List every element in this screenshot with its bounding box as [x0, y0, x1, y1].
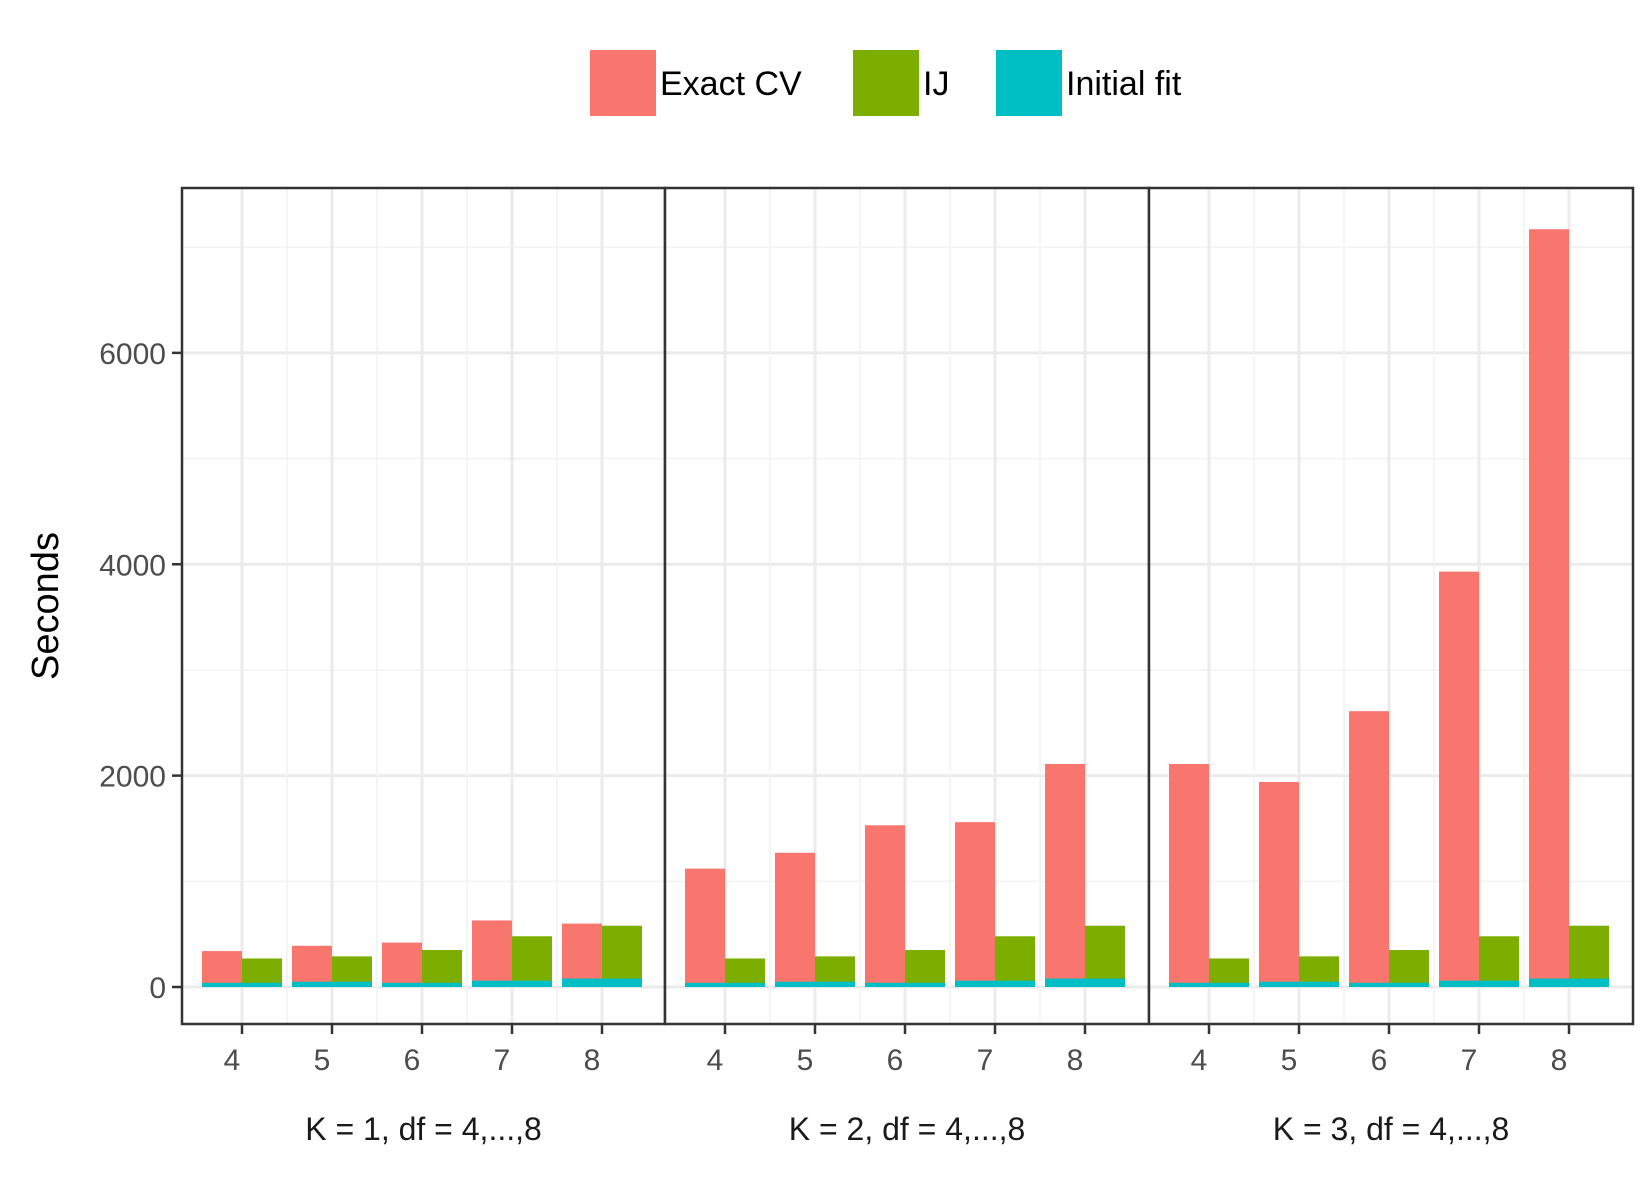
legend-key-exact-cv — [590, 50, 656, 116]
bar-ij — [1085, 925, 1125, 988]
bar-initial-fit — [512, 980, 552, 988]
bar-initial-fit — [685, 982, 725, 988]
y-tick-label: 0 — [149, 972, 166, 1005]
bar-exact-cv — [382, 942, 422, 988]
bar-initial-fit — [865, 982, 905, 988]
facet-label: K = 1, df = 4,...,8 — [305, 1111, 542, 1147]
legend-key-ij — [853, 50, 919, 116]
bar-initial-fit — [1085, 978, 1125, 988]
bar-ij — [512, 936, 552, 988]
bar-initial-fit — [1389, 982, 1429, 988]
bar-initial-fit — [1259, 981, 1299, 988]
bar-initial-fit — [1209, 982, 1249, 988]
bar-initial-fit — [202, 982, 242, 988]
panel-border — [1147, 186, 1635, 1026]
bar-initial-fit — [422, 982, 462, 988]
facet-label: K = 3, df = 4,...,8 — [1273, 1111, 1510, 1147]
bar-initial-fit — [1479, 980, 1519, 988]
legend-key-initial-fit — [996, 50, 1062, 116]
bar-ij — [905, 950, 945, 988]
bar-initial-fit — [242, 982, 282, 988]
bar-exact-cv — [1259, 781, 1299, 988]
x-tick-label: 8 — [1067, 1044, 1084, 1077]
bar-ij — [1479, 936, 1519, 988]
bar-initial-fit — [815, 981, 855, 988]
x-tick-label: 7 — [1461, 1044, 1478, 1077]
x-tick-label: 4 — [707, 1044, 724, 1077]
y-tick-label: 4000 — [99, 549, 166, 582]
bar-exact-cv — [865, 825, 905, 988]
bar-ij — [1209, 958, 1249, 988]
facet-panel-3: 4 5 6 7 8 K = 3, df = 4,...,8 — [1147, 186, 1635, 1147]
bar-ij — [1389, 950, 1429, 988]
bar-initial-fit — [725, 982, 765, 988]
y-tick-label: 2000 — [99, 761, 166, 794]
bar-exact-cv — [472, 920, 512, 988]
legend: Exact CV IJ Initial fit — [590, 50, 1182, 116]
x-tick-label: 8 — [1551, 1044, 1568, 1077]
bar-initial-fit — [905, 982, 945, 988]
bar-ij — [725, 958, 765, 988]
bar-initial-fit — [382, 982, 422, 988]
bar-exact-cv — [1529, 229, 1569, 988]
facet-panel-1: 4 5 6 7 8 K = 1, df = 4,...,8 — [180, 186, 667, 1147]
bar-exact-cv — [1045, 764, 1085, 988]
legend-label: Exact CV — [660, 65, 802, 103]
bar-initial-fit — [1569, 978, 1609, 988]
y-tick-label: 6000 — [99, 338, 166, 371]
bar-initial-fit — [1529, 978, 1569, 988]
bar-initial-fit — [995, 980, 1035, 988]
bar-exact-cv — [685, 868, 725, 988]
x-tick-label: 8 — [584, 1044, 601, 1077]
bar-ij — [242, 958, 282, 988]
legend-label: IJ — [923, 65, 949, 103]
x-tick-label: 5 — [1281, 1044, 1298, 1077]
bar-exact-cv — [1439, 571, 1479, 988]
bar-initial-fit — [602, 978, 642, 988]
bar-exact-cv — [562, 923, 602, 988]
x-tick-label: 7 — [977, 1044, 994, 1077]
bar-exact-cv — [775, 852, 815, 988]
bar-exact-cv — [202, 951, 242, 988]
bar-initial-fit — [1349, 982, 1389, 988]
bar-exact-cv — [955, 822, 995, 988]
bar-initial-fit — [775, 981, 815, 988]
x-tick-label: 6 — [1371, 1044, 1388, 1077]
x-tick-label: 6 — [404, 1044, 421, 1077]
facet-label: K = 2, df = 4,...,8 — [789, 1111, 1026, 1147]
bar-initial-fit — [292, 981, 332, 988]
bar-initial-fit — [1439, 980, 1479, 988]
x-tick-label: 5 — [314, 1044, 331, 1077]
bar-ij — [602, 925, 642, 988]
bar-ij — [1569, 925, 1609, 988]
bar-ij — [995, 936, 1035, 988]
x-tick-label: 6 — [887, 1044, 904, 1077]
x-tick-label: 7 — [494, 1044, 511, 1077]
facet-panel-2: 4 5 6 7 8 K = 2, df = 4,...,8 — [663, 186, 1151, 1147]
bar-initial-fit — [1045, 978, 1085, 988]
bar-ij — [422, 950, 462, 988]
bar-initial-fit — [332, 981, 372, 988]
x-tick-label: 4 — [224, 1044, 241, 1077]
x-tick-label: 4 — [1191, 1044, 1208, 1077]
bar-exact-cv — [1169, 764, 1209, 988]
bar-initial-fit — [562, 978, 602, 988]
bar-initial-fit — [1169, 982, 1209, 988]
bar-initial-fit — [955, 980, 995, 988]
x-tick-label: 5 — [797, 1044, 814, 1077]
bar-exact-cv — [292, 945, 332, 988]
legend-label: Initial fit — [1066, 65, 1182, 103]
bar-initial-fit — [472, 980, 512, 988]
bar-exact-cv — [1349, 711, 1389, 988]
y-axis-title: Seconds — [25, 532, 67, 680]
bar-initial-fit — [1299, 981, 1339, 988]
